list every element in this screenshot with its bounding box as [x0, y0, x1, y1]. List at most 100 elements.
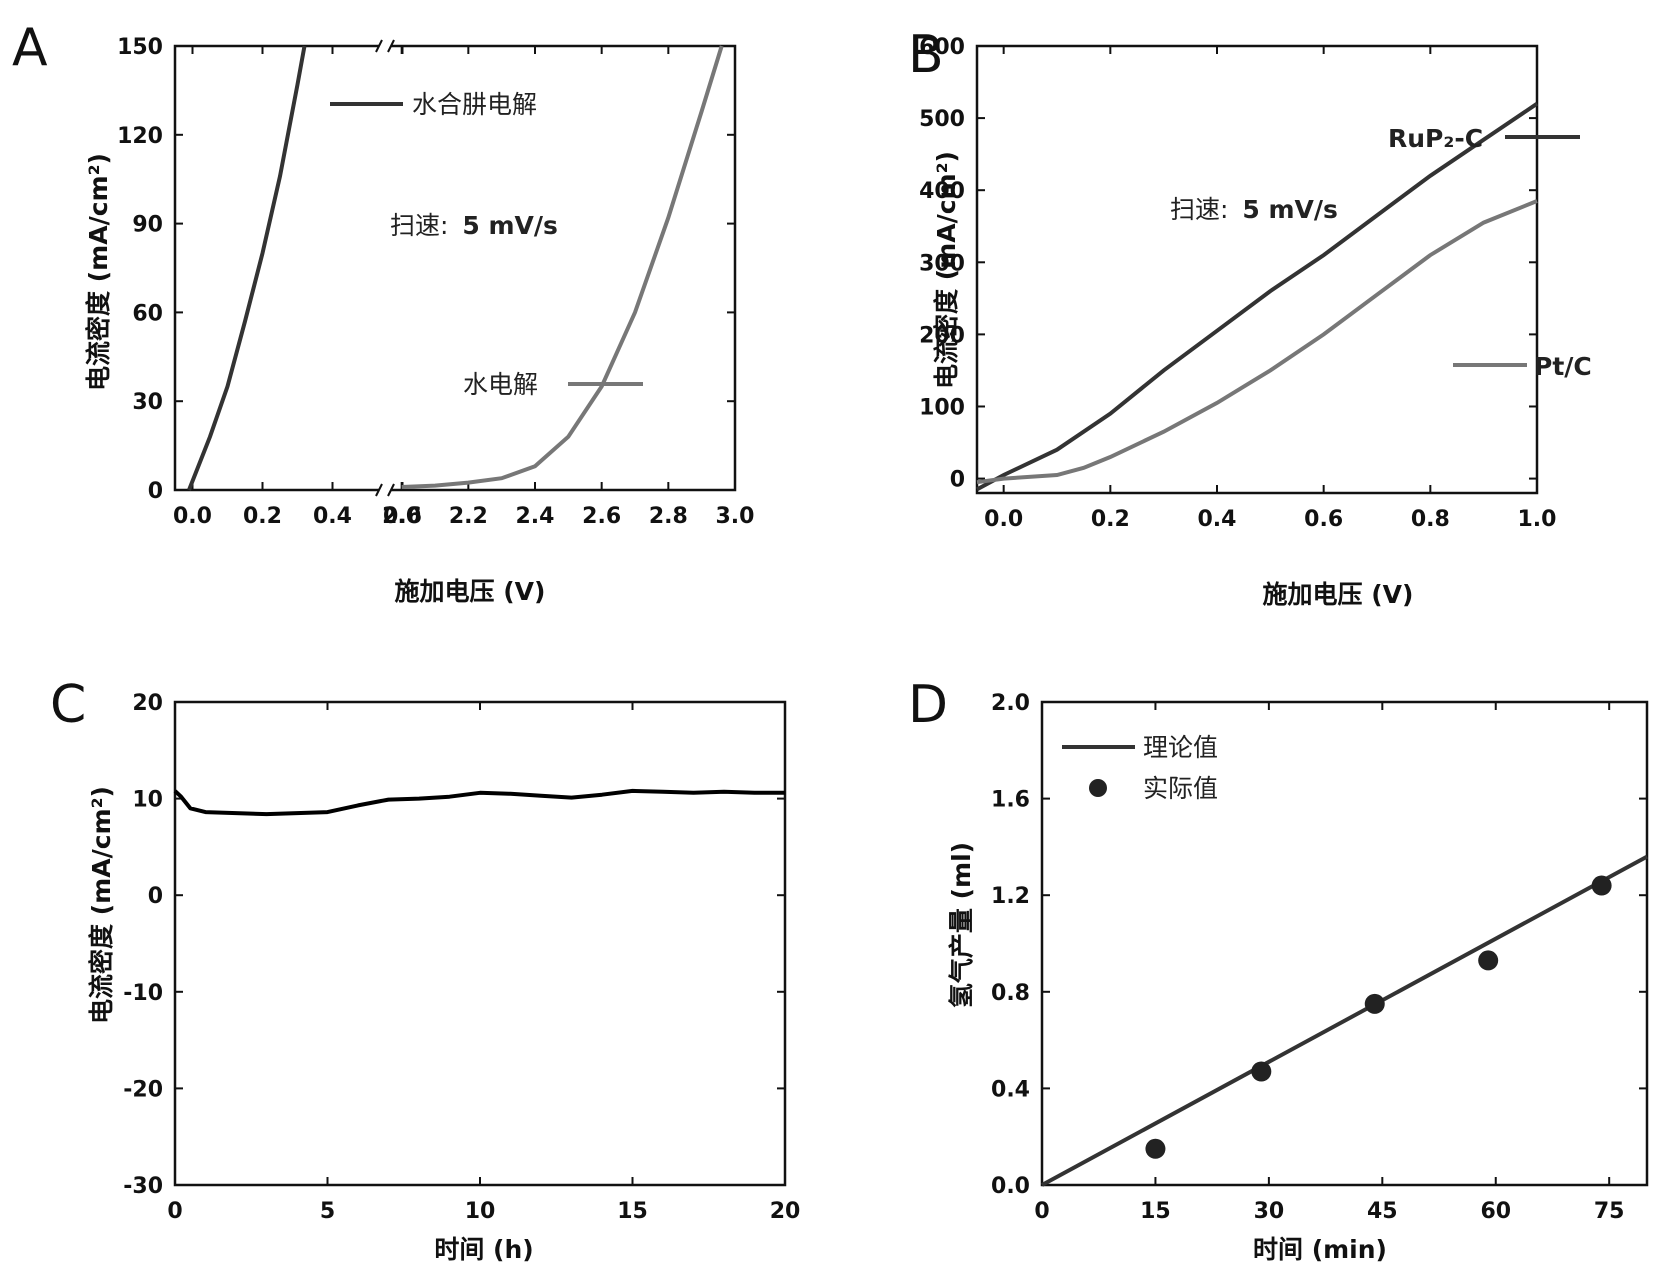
panel-a-x-tick-label: 2.2 [449, 504, 488, 529]
panel-c-plot-frame [173, 700, 787, 1187]
panel-d-frame [1040, 700, 1649, 1187]
panel-a-x-tick-label: 2.0 [382, 504, 421, 529]
panel-b-scan-rate-annotation: 扫速: 5 mV/s [1170, 195, 1338, 224]
panel-b-y-tick-label: 300 [919, 251, 965, 276]
panel-d-legend-marker-actual [1089, 779, 1107, 797]
panel-a-x-tick-label: 0.2 [243, 504, 282, 529]
panel-b-y-tick-label: 400 [919, 179, 965, 204]
panel-c-label: C [50, 675, 86, 735]
panel-c-x-tick-label: 5 [320, 1199, 335, 1224]
panel-b-x-tick-label: 1.0 [1518, 507, 1557, 532]
panel-c-x-tick-label: 15 [617, 1199, 648, 1224]
panel-d: D 0 15 30 45 60 75 0.0 0.4 0.8 1.2 1.6 2.0 时间 (min)… [908, 675, 1649, 1264]
panel-c-x-axis-label: 时间 (h) [434, 1235, 533, 1264]
panel-b-series [976, 102, 1539, 492]
panel-b-x-axis-label: 施加电压 (V) [1263, 580, 1414, 609]
panel-a-x-tick-label: 2.4 [516, 504, 555, 529]
panel-a-x-tick-label: 0.6 [383, 504, 422, 529]
panel-c-y-tick-label: 20 [132, 691, 163, 716]
panel-b-annotation-value: 5 mV/s [1242, 195, 1338, 224]
panel-d-legend: 理论值 实际值 [1062, 733, 1218, 803]
panel-c-frame [173, 700, 787, 1187]
panel-a-axis-break-gap [379, 486, 391, 494]
panel-d-y-tick-label: 0.8 [991, 981, 1030, 1006]
panel-d-x-tick-label: 30 [1254, 1199, 1285, 1224]
panel-a: A 0.0 0.2 0.4 0.62.0 2.2 2.4 2.6 2.8 3.0 0 30 60 90 1… [12, 18, 754, 606]
panel-d-x-tick-label: 45 [1367, 1199, 1398, 1224]
panel-b-x-tick-label: 0.0 [984, 507, 1023, 532]
panel-c-y-tick-label: -30 [123, 1174, 163, 1199]
panel-b-x-tick-label: 0.8 [1411, 507, 1450, 532]
panel-a-x-tick-label: 2.8 [649, 504, 688, 529]
panel-d-y-tick-label: 1.6 [991, 788, 1030, 813]
panel-a-annotation-value: 5 mV/s [462, 211, 558, 240]
panel-b-y-tick-label: 500 [919, 107, 965, 132]
panel-a-series-label-water: 水电解 [463, 370, 538, 399]
panel-d-x-tick-label: 60 [1480, 1199, 1511, 1224]
panel-d-actual-point [1591, 875, 1612, 896]
panel-a-ticks: 0.0 0.2 0.4 0.62.0 2.2 2.4 2.6 2.8 3.0 0 30 60 90 120… [117, 35, 754, 529]
panel-d-y-axis-label: 氢气产量 (ml) [947, 842, 976, 1008]
panel-a-series-label-hydrazine: 水合肼电解 [412, 90, 537, 119]
panel-b-annotation-prefix: 扫速: [1170, 195, 1228, 224]
panel-a-y-tick-label: 120 [117, 124, 163, 149]
panel-c-series-line [173, 788, 785, 817]
panel-c-ticks: 0 5 10 15 20 -30 -20 -10 0 10 20 [123, 691, 800, 1224]
panel-a-y-tick-label: 30 [132, 390, 163, 415]
panel-d-legend-label-theory: 理论值 [1143, 733, 1218, 762]
panel-a-axis-break-mark [387, 39, 395, 53]
panel-c-y-axis-label: 电流密度 (mA/cm²) [87, 786, 116, 1024]
panel-a-axis-break-mark [387, 483, 395, 497]
panel-b-label: B [908, 25, 944, 85]
panel-a-plot-frame [173, 44, 737, 492]
panel-d-x-tick-label: 15 [1140, 1199, 1171, 1224]
panel-c-x-tick-label: 10 [465, 1199, 496, 1224]
panel-a-axis-break-gap [379, 42, 391, 50]
panel-c-y-tick-label: 0 [148, 884, 163, 909]
panel-a-frame [173, 39, 737, 497]
panel-b-series-ptc-line [976, 199, 1538, 485]
panel-c-x-tick-label: 0 [167, 1199, 182, 1224]
panel-d-x-tick-label: 0 [1034, 1199, 1049, 1224]
panel-c: C 0 5 10 15 20 -30 -20 -10 0 10 20 时间 (h) 电流密度 (mA… [50, 675, 800, 1264]
panel-d-series [1041, 854, 1648, 1187]
panel-d-legend-label-actual: 实际值 [1143, 774, 1218, 803]
panel-d-actual-point [1364, 993, 1385, 1014]
panel-c-y-tick-label: -20 [123, 1077, 163, 1102]
panel-c-y-tick-label: 10 [132, 788, 163, 813]
panel-a-x-axis-label: 施加电压 (V) [395, 577, 546, 606]
panel-d-actual-point [1251, 1061, 1272, 1082]
panel-a-x-tick-label: 3.0 [716, 504, 755, 529]
panel-d-plot-frame [1040, 700, 1649, 1187]
panel-a-series [187, 45, 724, 491]
panel-c-series [173, 788, 785, 817]
svg-text:扫速: 5 mV/s: 扫速: 5 mV/s [390, 211, 558, 240]
svg-text:扫速: 5 mV/s: 扫速: 5 mV/s [1170, 195, 1338, 224]
panel-a-y-axis-label: 电流密度 (mA/cm²) [84, 153, 113, 391]
panel-b-ticks: 0.0 0.2 0.4 0.6 0.8 1.0 0 100 200 300 400 500 600 [919, 35, 1556, 532]
panel-a-series-water-line [401, 45, 724, 489]
panel-c-x-tick-label: 20 [770, 1199, 801, 1224]
panel-a-x-tick-label: 2.6 [582, 504, 621, 529]
panel-a-y-tick-label: 60 [132, 301, 163, 326]
panel-a-axis-break-mark [375, 39, 383, 53]
panel-b-series-label-ptc: Pt/C [1534, 352, 1592, 381]
panel-b-y-tick-label: 100 [919, 395, 965, 420]
panel-d-ticks: 0 15 30 45 60 75 0.0 0.4 0.8 1.2 1.6 2.0 [991, 691, 1647, 1224]
panel-a-y-tick-label: 0 [148, 479, 163, 504]
panel-b-y-tick-label: 200 [919, 323, 965, 348]
panel-d-label: D [908, 675, 948, 735]
panel-b-x-tick-label: 0.6 [1304, 507, 1343, 532]
panel-a-axis-break-mark [375, 483, 383, 497]
panel-a-label: A [12, 18, 48, 78]
panel-a-x-tick-label: 0.4 [313, 504, 352, 529]
panel-a-y-tick-label: 90 [132, 213, 163, 238]
panel-d-y-tick-label: 1.2 [991, 884, 1030, 909]
panel-a-x-tick-label: 0.0 [173, 504, 212, 529]
panel-b-y-tick-label: 0 [950, 468, 965, 493]
panel-a-annotation-prefix: 扫速: [390, 211, 448, 240]
panel-b-plot-frame [975, 44, 1539, 495]
panel-b-y-tick-label: 600 [919, 35, 965, 60]
panel-d-x-tick-label: 75 [1594, 1199, 1625, 1224]
